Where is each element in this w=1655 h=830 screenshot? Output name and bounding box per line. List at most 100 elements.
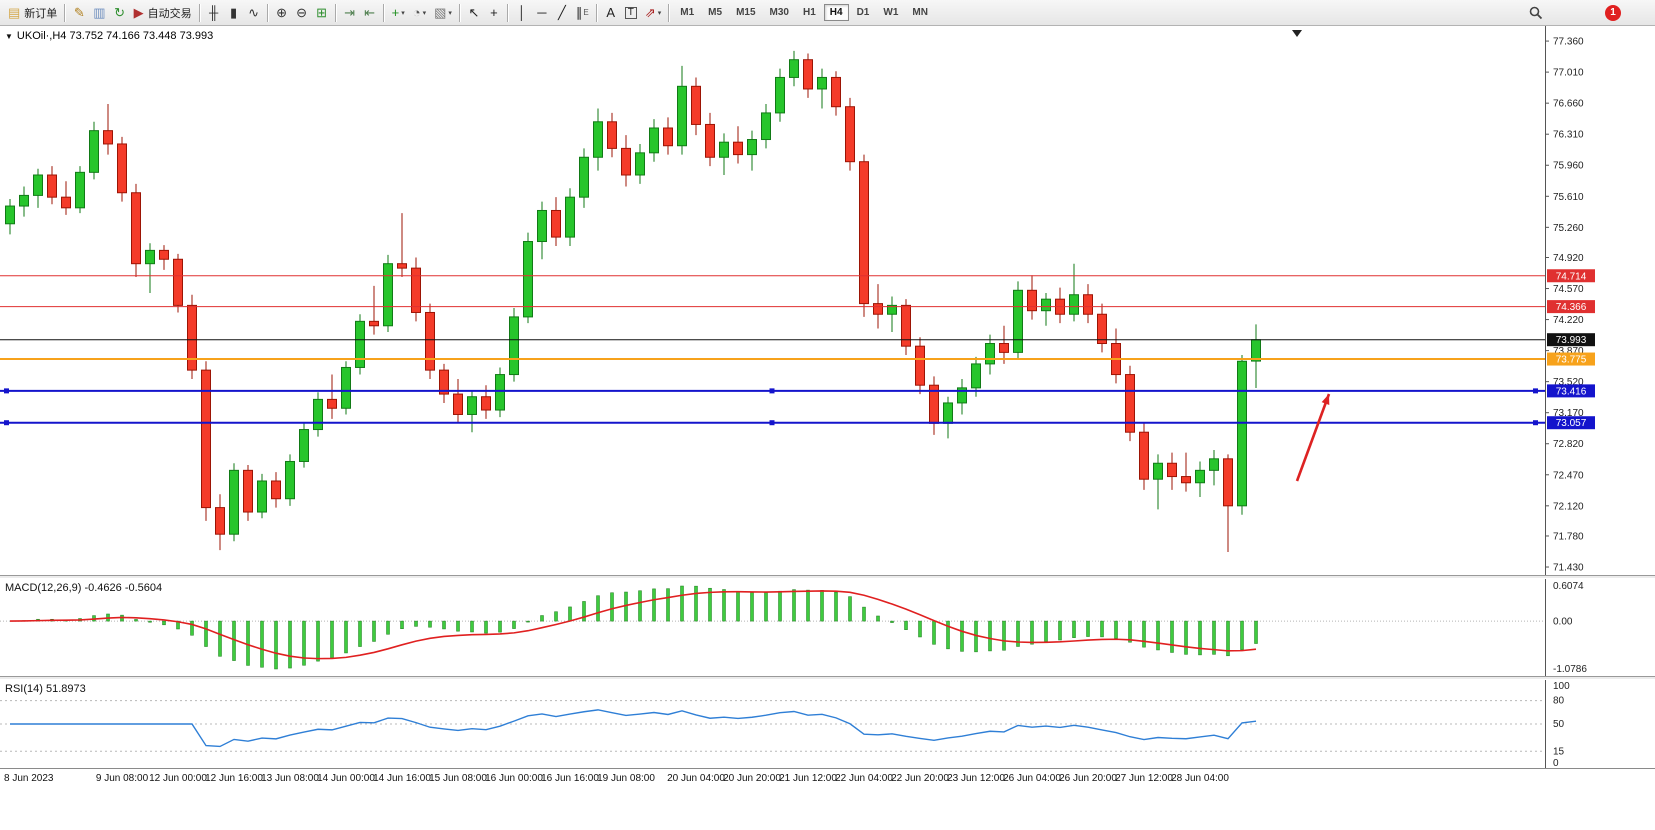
chart-dropdown-icon[interactable]: ▼ — [5, 32, 13, 41]
toolbar-separator — [334, 3, 337, 22]
candle-body — [187, 304, 197, 371]
line-handle[interactable] — [769, 388, 775, 394]
zoom-out-icon[interactable]: ⊖ — [292, 3, 312, 23]
line-handle[interactable] — [4, 420, 9, 426]
timeframe-m30[interactable]: M30 — [764, 4, 795, 21]
rsi-panel[interactable]: 100 80 50 15 0 RSI(14) 51.8973 — [0, 680, 1655, 768]
arrows-icon-dropdown-icon[interactable]: ▾ — [657, 9, 662, 17]
metaeditor-icon[interactable]: ✎ — [69, 3, 89, 23]
timeframe-mn[interactable]: MN — [906, 4, 934, 21]
rsi-canvas[interactable]: 100 80 50 150 — [0, 680, 1655, 768]
timeframe-m5[interactable]: M5 — [702, 4, 728, 21]
price-tick-label: 72.820 — [1553, 439, 1584, 450]
rsi-axis[interactable]: 100 80 50 150 — [1545, 680, 1655, 768]
candle-body — [887, 304, 897, 315]
macd-histogram — [22, 585, 1258, 670]
timeframe-m1[interactable]: M1 — [674, 4, 700, 21]
macd-panel[interactable]: 0.6074 0.00 -1.0786 MACD(12,26,9) -0.4626 … — [0, 579, 1655, 676]
arrows-icon[interactable]: ⇗ ▾ — [641, 3, 665, 23]
rsi-tick-label: 15 — [1553, 746, 1565, 757]
trend-arrow-annotation[interactable] — [1295, 393, 1331, 482]
vertical-line-icon: │ — [517, 5, 526, 20]
auto-trading-button[interactable]: ▶ 自动交易 — [130, 3, 196, 23]
auto-trading-button-label: 自动交易 — [147, 7, 192, 20]
timeframe-h1[interactable]: H1 — [797, 4, 822, 21]
price-tick-label: 74.220 — [1553, 315, 1584, 326]
candle-body — [299, 429, 309, 462]
line-handle[interactable] — [1533, 388, 1538, 394]
candlestick-chart-icon[interactable]: ▮ — [224, 3, 244, 23]
rsi-tick-label: 0 — [1553, 758, 1559, 768]
bar-chart-icon[interactable]: ╫ — [204, 3, 224, 23]
vertical-line-icon[interactable]: │ — [512, 3, 532, 23]
trendline-icon[interactable]: ╱ — [552, 3, 572, 23]
line-handle[interactable] — [4, 388, 9, 394]
timeframe-m15[interactable]: M15 — [730, 4, 761, 21]
terminal-icon[interactable]: ▥ — [89, 3, 109, 23]
time-tick-label: 14 Jun 16:00 — [373, 773, 431, 784]
hlines-layer[interactable] — [0, 275, 1545, 426]
text-label-icon[interactable]: T — [621, 3, 641, 23]
candle-body — [369, 320, 379, 327]
cursor-icon[interactable]: ↖ — [464, 3, 484, 23]
zoom-in-icon[interactable]: ⊕ — [272, 3, 292, 23]
line-chart-icon[interactable]: ∿ — [244, 3, 264, 23]
text-icon[interactable]: A — [601, 3, 621, 23]
refresh-icon[interactable]: ↻ — [110, 3, 130, 23]
candle-body — [719, 141, 729, 158]
time-tick-label: 19 Jun 08:00 — [597, 773, 655, 784]
templates-icon-dropdown-icon[interactable]: ▾ — [448, 9, 452, 17]
timeframe-h4[interactable]: H4 — [823, 4, 849, 21]
candle-body — [957, 387, 967, 404]
line-handle[interactable] — [769, 420, 775, 426]
candle-body — [1013, 289, 1023, 353]
timeframe-w1[interactable]: W1 — [877, 4, 904, 21]
price-panel[interactable]: 77.360 77.010 76.660 76.310 75.960 75.610 75.2… — [0, 26, 1655, 575]
new-chart-icon-dropdown-icon[interactable]: ▾ — [401, 9, 405, 17]
auto-scroll-icon[interactable]: ⇥ — [340, 3, 360, 23]
periods-icon[interactable]: ◔ ▾ — [409, 3, 430, 23]
rsi-label: RSI(14) 51.8973 — [5, 683, 86, 695]
cursor-icon: ↖ — [468, 5, 480, 20]
candle-body — [831, 76, 841, 108]
candle-body — [775, 76, 785, 114]
notification-badge[interactable]: 1 — [1605, 4, 1621, 21]
macd-tick-label: 0.00 — [1553, 617, 1573, 628]
price-tag-text: 73.993 — [1556, 335, 1587, 346]
price-axis[interactable]: 77.360 77.010 76.660 76.310 75.960 75.610 75.2… — [1545, 26, 1655, 575]
new-chart-icon[interactable]: + ▾ — [388, 3, 409, 23]
candle-body — [117, 143, 127, 194]
tile-windows-icon[interactable]: ⊞ — [312, 3, 332, 23]
toolbar-separator — [506, 3, 509, 22]
new-order-button[interactable]: ▤ 新订单 — [4, 3, 61, 23]
chart-shift-icon[interactable]: ⇤ — [360, 3, 380, 23]
panel-splitter-macd[interactable] — [0, 575, 1655, 579]
candle-body — [915, 345, 925, 386]
candle-body — [943, 402, 953, 424]
price-tag-text: 73.416 — [1556, 386, 1587, 397]
price-tick-label: 74.570 — [1553, 284, 1584, 295]
price-chart-canvas[interactable]: 77.360 77.010 76.660 76.310 75.960 75.610 75.2… — [0, 26, 1655, 575]
timeframe-d1[interactable]: D1 — [851, 4, 876, 21]
candle-body — [425, 311, 435, 371]
macd-axis[interactable]: 0.6074 0.00 -1.0786 — [1545, 579, 1655, 676]
line-handle[interactable] — [1533, 420, 1538, 426]
time-tick-label: 26 Jun 04:00 — [1003, 773, 1061, 784]
time-tick-label: 22 Jun 20:00 — [891, 773, 949, 784]
equidistant-channel-icon[interactable]: ∥ E — [572, 3, 593, 23]
search-button[interactable] — [1525, 3, 1547, 23]
crosshair-icon[interactable]: + — [484, 3, 504, 23]
candle-body — [61, 196, 71, 209]
candle-body — [803, 59, 813, 90]
templates-icon[interactable]: ▧ ▾ — [430, 3, 456, 23]
horizontal-line-icon[interactable]: ─ — [532, 3, 552, 23]
periods-icon-dropdown-icon[interactable]: ▾ — [422, 9, 427, 17]
shift-marker-icon[interactable] — [1292, 30, 1302, 37]
equidistant-channel-icon: ∥ — [575, 5, 583, 20]
time-tick-label: 15 Jun 08:00 — [429, 773, 487, 784]
macd-canvas[interactable]: 0.6074 0.00 -1.0786 — [0, 579, 1655, 676]
panel-splitter-rsi[interactable] — [0, 676, 1655, 680]
time-tick-label: 16 Jun 16:00 — [541, 773, 599, 784]
candle-body — [971, 363, 981, 389]
